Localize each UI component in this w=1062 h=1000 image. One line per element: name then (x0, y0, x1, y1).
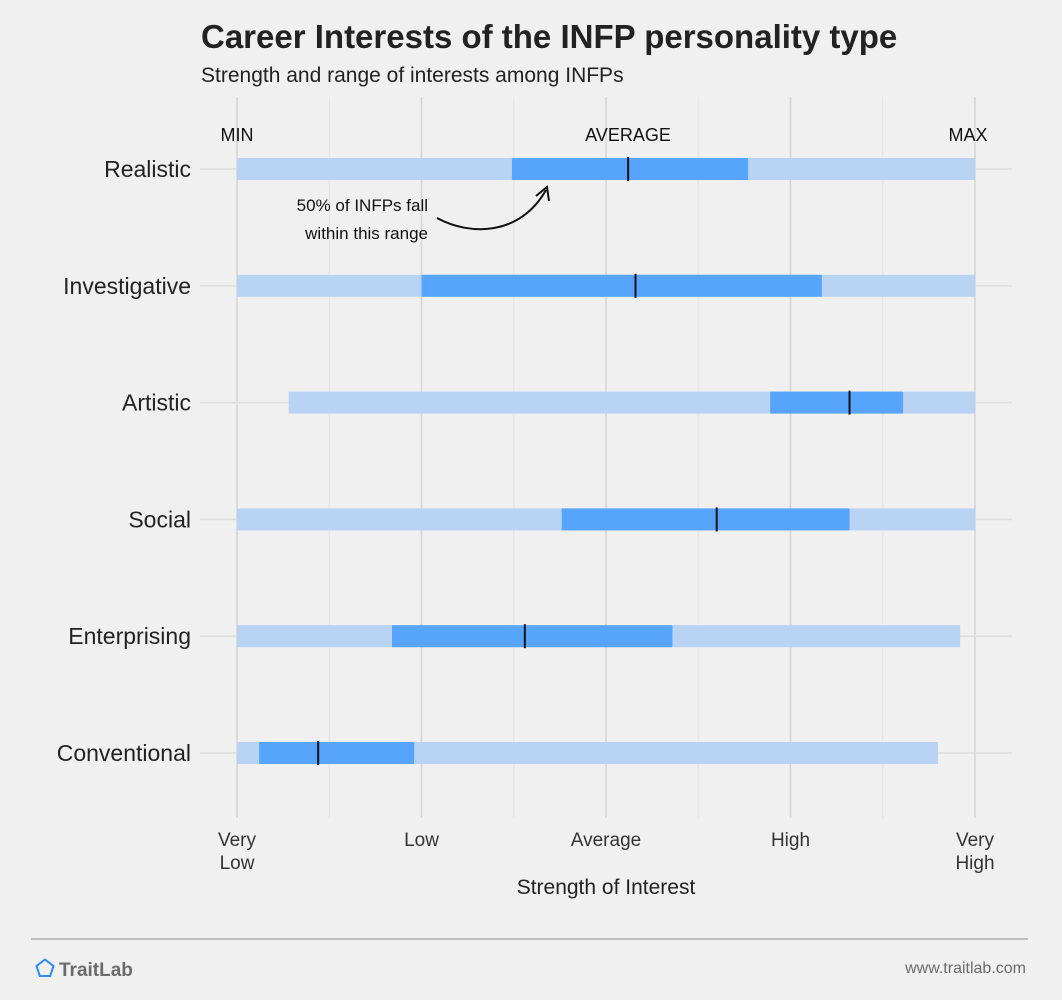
min-label: MIN (221, 125, 254, 145)
chart-title: Career Interests of the INFP personality… (201, 18, 898, 55)
x-tick-label: Very (218, 830, 257, 851)
middle-50-range-bar (561, 508, 850, 531)
x-tick-label: Very (956, 830, 995, 851)
x-tick-label: Low (404, 830, 439, 851)
axis-labels: Realistic Investigative Artistic Social Ente… (57, 156, 995, 874)
range-note-line2: within this range (304, 224, 428, 243)
x-tick-label: High (955, 853, 994, 874)
range-bars (237, 157, 975, 765)
website-link[interactable]: www.traitlab.com (905, 960, 1026, 977)
x-tick-label: Average (571, 830, 641, 851)
middle-50-range-bar (391, 625, 673, 648)
middle-50-range-bar (421, 274, 822, 297)
category-label: Enterprising (68, 623, 191, 649)
x-tick-label: High (771, 830, 810, 851)
category-label: Realistic (104, 156, 191, 182)
middle-50-range-bar (511, 158, 749, 180)
note-arrow (436, 189, 547, 231)
max-label: MAX (948, 125, 987, 145)
pentagon-icon (35, 958, 55, 983)
chart-subtitle: Strength and range of interests among IN… (201, 64, 624, 87)
x-tick-label: Low (220, 853, 255, 874)
range-note-line1: 50% of INFPs fall (297, 196, 428, 215)
footer-divider (31, 938, 1028, 940)
middle-50-range-bar (259, 742, 415, 764)
category-label: Artistic (122, 390, 191, 416)
traitlab-logo: TraitLab (35, 958, 133, 983)
note-arrow-head (535, 185, 550, 202)
category-label: Conventional (57, 740, 191, 766)
brand-name: TraitLab (59, 959, 133, 981)
x-axis-title: Strength of Interest (517, 876, 696, 899)
average-label: AVERAGE (585, 125, 671, 145)
category-label: Social (128, 506, 191, 532)
middle-50-range-bar (770, 391, 904, 414)
category-label: Investigative (63, 273, 191, 299)
